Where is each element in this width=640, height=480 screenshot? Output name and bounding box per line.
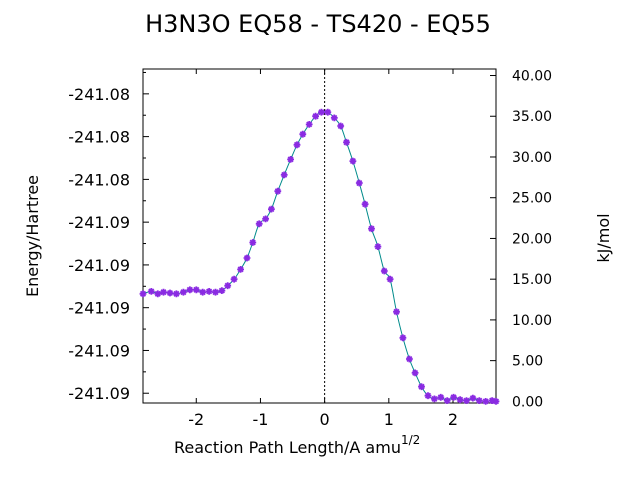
chart-title: H3N3O EQ58 - TS420 - EQ55 [145,10,491,38]
data-point [180,288,187,296]
data-point [318,108,325,116]
y-left-tick-label: -241.09 [68,384,130,403]
x-tick-label: 1 [384,410,394,429]
data-point [173,290,180,298]
data-point [160,288,167,296]
data-point [274,187,282,195]
y-left-tick-label: -241.09 [68,341,130,360]
data-point [299,130,307,138]
y-right-tick-label: 35.00 [512,109,552,125]
data-point [205,288,213,295]
x-axis-label: Reaction Path Length/A amu1/2 [174,433,420,457]
y-left-tick-label: -241.09 [68,256,130,275]
data-point [456,396,464,404]
x-axis-label-main: Reaction Path Length/A amu [174,438,401,457]
y-right-tick-label: 0.00 [512,394,543,410]
data-point [380,267,388,275]
data-point [488,397,496,404]
data-point [305,121,313,128]
data-point [418,383,425,391]
x-tick-label: -2 [188,410,204,429]
y2-axis-label: kJ/mol [594,213,613,262]
data-point [361,200,369,208]
x-axis-label-sup: 1/2 [401,433,420,447]
x-tick-label: -1 [252,410,268,429]
data-point [212,288,219,296]
data-point [186,286,194,294]
data-point [312,112,319,120]
y-right-tick-label: 25.00 [512,191,552,207]
data-point [386,275,394,283]
data-point [230,275,238,283]
x-tick-label: 0 [320,410,330,429]
data-point [475,397,483,404]
data-point [243,254,251,262]
data-point [166,289,174,297]
y-left-axis-ticks: -241.09 -241.09 -241.09 -241.09 -241.09 -241.… [68,71,149,403]
data-point [262,215,269,223]
y-right-tick-label: 30.00 [512,150,552,166]
data-point [192,286,200,294]
y-left-tick-label: -241.09 [68,213,130,232]
data-point [199,288,207,296]
data-point [268,205,275,213]
data-point [463,397,470,404]
y-right-tick-label: 10.00 [512,313,552,329]
data-point [355,179,363,187]
data-point [349,157,357,165]
data-point [147,288,155,295]
data-point [139,290,147,298]
data-point [393,308,400,316]
plot-frame [142,68,497,404]
data-point [343,138,350,146]
data-point [374,243,382,250]
data-point [399,334,407,342]
series-line [142,111,497,402]
data-point [443,397,451,404]
data-point [249,239,257,246]
data-point [450,393,457,401]
data-point [287,156,294,163]
data-point [255,220,263,228]
y-left-tick-label: -241.09 [68,299,130,318]
data-point [469,394,477,402]
y-left-tick-label: -241.08 [68,85,130,104]
data-point [411,369,419,377]
y-right-tick-label: 5.00 [512,354,543,370]
data-point [482,398,490,405]
data-point [218,287,226,294]
data-point [492,398,500,405]
data-point [337,122,345,130]
data-point [424,392,432,400]
y-right-axis-ticks: 0.00 5.00 10.00 15.00 20.00 25.00 30.00 35.00 40… [490,69,552,410]
x-tick-label: 2 [448,410,458,429]
data-point [437,393,445,401]
data-point [237,266,244,273]
data-point [224,282,232,290]
data-point [431,395,438,403]
y-axis-label: Energy/Hartree [23,175,42,297]
data-point [330,114,338,122]
data-point [154,290,162,298]
y-right-tick-label: 20.00 [512,231,552,247]
y-left-tick-label: -241.08 [68,128,130,147]
data-point [324,108,332,116]
data-point [406,355,413,363]
data-point [280,171,288,179]
data-point [293,141,301,149]
y-right-tick-label: 40.00 [512,69,552,85]
y-right-tick-label: 15.00 [512,272,552,288]
series-group [139,108,500,405]
y-left-tick-label: -241.08 [68,170,130,189]
data-point [368,225,375,233]
